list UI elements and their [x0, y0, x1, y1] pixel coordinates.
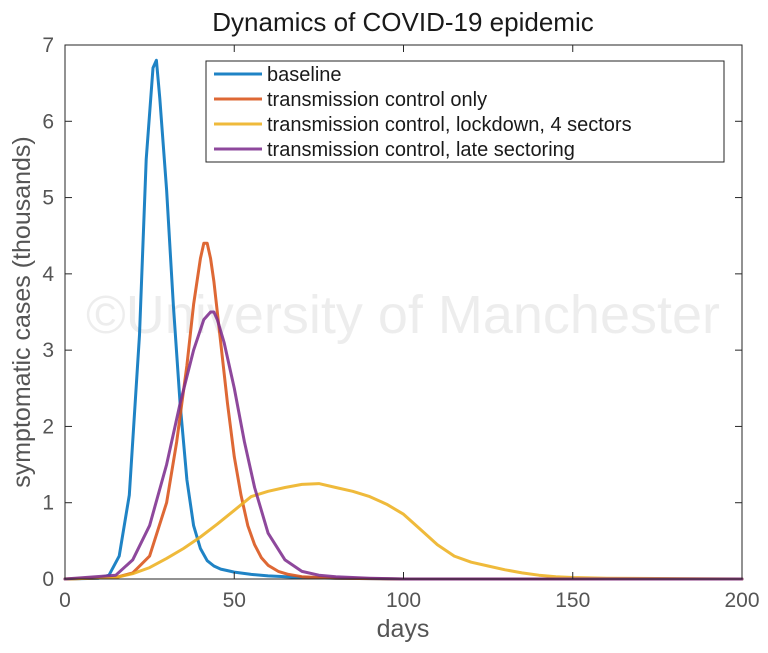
- y-tick-label: 2: [42, 415, 54, 438]
- series-line-2: [63, 241, 744, 581]
- legend-items: baseline transmission control only transmi…: [214, 64, 632, 161]
- y-tick-label: 6: [42, 110, 54, 133]
- y-tick-label: 4: [42, 263, 54, 286]
- y-tick-label: 5: [42, 187, 54, 210]
- x-tick-label: 50: [223, 589, 246, 612]
- legend-label: transmission control only: [267, 89, 487, 111]
- chart-title: Dynamics of COVID-19 epidemic: [212, 7, 593, 37]
- watermark-text: ©University of Manchester: [86, 285, 720, 345]
- series-line-4: [63, 310, 744, 581]
- x-tick-label: 0: [59, 589, 71, 612]
- y-tick-label: 1: [42, 492, 54, 515]
- series-layer: [63, 58, 744, 581]
- y-tick-label: 0: [42, 568, 54, 591]
- x-axis: 0 50 100 150 200: [59, 45, 760, 612]
- legend-label: transmission control, late sectoring: [267, 139, 575, 161]
- legend-label: baseline: [267, 64, 342, 86]
- y-axis-label: symptomatic cases (thousands): [8, 136, 36, 488]
- x-tick-label: 150: [555, 589, 590, 612]
- legend-label: transmission control, lockdown, 4 sector…: [267, 114, 632, 136]
- y-axis: 0 1 2 3 4 5 6 7: [42, 34, 742, 591]
- x-tick-label: 100: [386, 589, 421, 612]
- x-tick-label: 200: [724, 589, 759, 612]
- legend-box: [205, 60, 725, 163]
- y-tick-label: 3: [42, 339, 54, 362]
- x-axis-label: days: [377, 615, 430, 643]
- legend: baseline transmission control only transmi…: [205, 60, 725, 163]
- y-tick-label: 7: [42, 34, 54, 57]
- series-line-1: [63, 58, 744, 581]
- series-line-3: [63, 482, 744, 581]
